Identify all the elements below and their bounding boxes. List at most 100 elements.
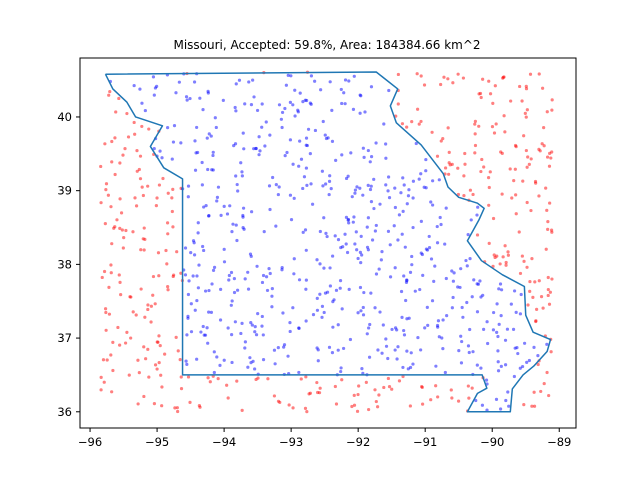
rejected-point — [537, 279, 541, 283]
rejected-point — [518, 271, 523, 276]
accepted-point — [297, 370, 301, 375]
accepted-point — [358, 93, 362, 97]
accepted-point — [276, 192, 280, 197]
rejected-point — [116, 325, 120, 330]
accepted-point — [270, 294, 274, 298]
accepted-point — [205, 326, 209, 330]
accepted-point — [396, 238, 400, 242]
accepted-point — [193, 308, 197, 312]
accepted-point — [231, 222, 235, 226]
accepted-point — [155, 84, 159, 88]
accepted-point — [277, 185, 281, 189]
accepted-point — [361, 371, 365, 375]
rejected-point — [493, 255, 497, 260]
rejected-point — [506, 250, 510, 254]
accepted-point — [369, 291, 373, 295]
accepted-point — [289, 74, 293, 78]
rejected-point — [518, 84, 522, 89]
accepted-point — [384, 337, 388, 341]
accepted-point — [292, 257, 296, 261]
accepted-point — [350, 195, 354, 199]
accepted-point — [297, 278, 302, 282]
accepted-point — [382, 122, 386, 126]
accepted-point — [233, 142, 238, 146]
accepted-point — [384, 142, 388, 146]
rejected-point — [545, 208, 549, 212]
rejected-point — [526, 155, 530, 159]
accepted-point — [518, 366, 522, 370]
accepted-point — [267, 267, 271, 271]
accepted-point — [236, 189, 240, 193]
accepted-point — [417, 177, 421, 181]
accepted-point — [333, 234, 337, 238]
rejected-point — [435, 154, 440, 158]
rejected-point — [136, 402, 140, 406]
rejected-point — [108, 89, 112, 94]
accepted-point — [328, 284, 332, 288]
accepted-point — [325, 234, 329, 239]
accepted-point — [286, 73, 290, 77]
accepted-point — [377, 267, 381, 271]
rejected-point — [510, 196, 514, 200]
accepted-point — [470, 295, 474, 299]
accepted-point — [324, 182, 328, 186]
rejected-point — [527, 162, 531, 166]
accepted-point — [196, 231, 200, 235]
rejected-point — [434, 384, 438, 388]
rejected-point — [444, 166, 448, 170]
rejected-point — [446, 126, 450, 130]
accepted-point — [304, 278, 308, 282]
accepted-point — [373, 306, 377, 310]
accepted-point — [320, 315, 324, 319]
chart-title: Missouri, Accepted: 59.8%, Area: 184384.… — [173, 38, 480, 52]
accepted-point — [343, 232, 347, 236]
rejected-point — [401, 374, 405, 379]
accepted-point — [243, 102, 247, 106]
rejected-point — [139, 248, 143, 252]
accepted-point — [327, 179, 332, 183]
rejected-point — [540, 142, 544, 146]
accepted-point — [152, 147, 156, 151]
y-axis: 36 37 38 39 40 — [57, 110, 80, 419]
accepted-point — [384, 156, 388, 160]
rejected-point — [357, 384, 361, 388]
rejected-point — [172, 273, 176, 277]
accepted-point — [253, 330, 257, 334]
accepted-point — [347, 79, 351, 83]
rejected-point — [467, 396, 471, 400]
rejected-point — [442, 75, 446, 79]
accepted-point — [330, 351, 335, 355]
rejected-point — [532, 390, 536, 394]
accepted-point — [514, 310, 518, 314]
accepted-point — [362, 290, 366, 295]
accepted-point — [255, 108, 260, 113]
rejected-point — [524, 148, 528, 153]
accepted-point — [507, 404, 511, 408]
accepted-point — [132, 83, 136, 88]
rejected-point — [142, 226, 146, 230]
rejected-point — [266, 377, 270, 381]
accepted-point — [241, 131, 245, 135]
rejected-point — [545, 370, 549, 375]
rejected-point — [287, 403, 291, 407]
rejected-point — [125, 111, 129, 116]
rejected-point — [170, 196, 174, 200]
accepted-point — [369, 85, 374, 89]
rejected-point — [133, 196, 137, 200]
accepted-point — [320, 169, 324, 173]
rejected-point — [131, 230, 135, 234]
rejected-point — [502, 114, 506, 118]
accepted-point — [336, 348, 340, 352]
accepted-point — [515, 346, 519, 350]
accepted-point — [460, 305, 464, 310]
accepted-point — [536, 354, 540, 358]
accepted-point — [331, 325, 335, 329]
accepted-point — [302, 175, 307, 179]
rejected-point — [490, 125, 495, 129]
accepted-point — [239, 331, 243, 336]
rejected-point — [537, 194, 541, 198]
accepted-point — [212, 350, 216, 354]
accepted-point — [340, 307, 344, 311]
rejected-point — [456, 399, 461, 403]
accepted-point — [459, 361, 464, 365]
